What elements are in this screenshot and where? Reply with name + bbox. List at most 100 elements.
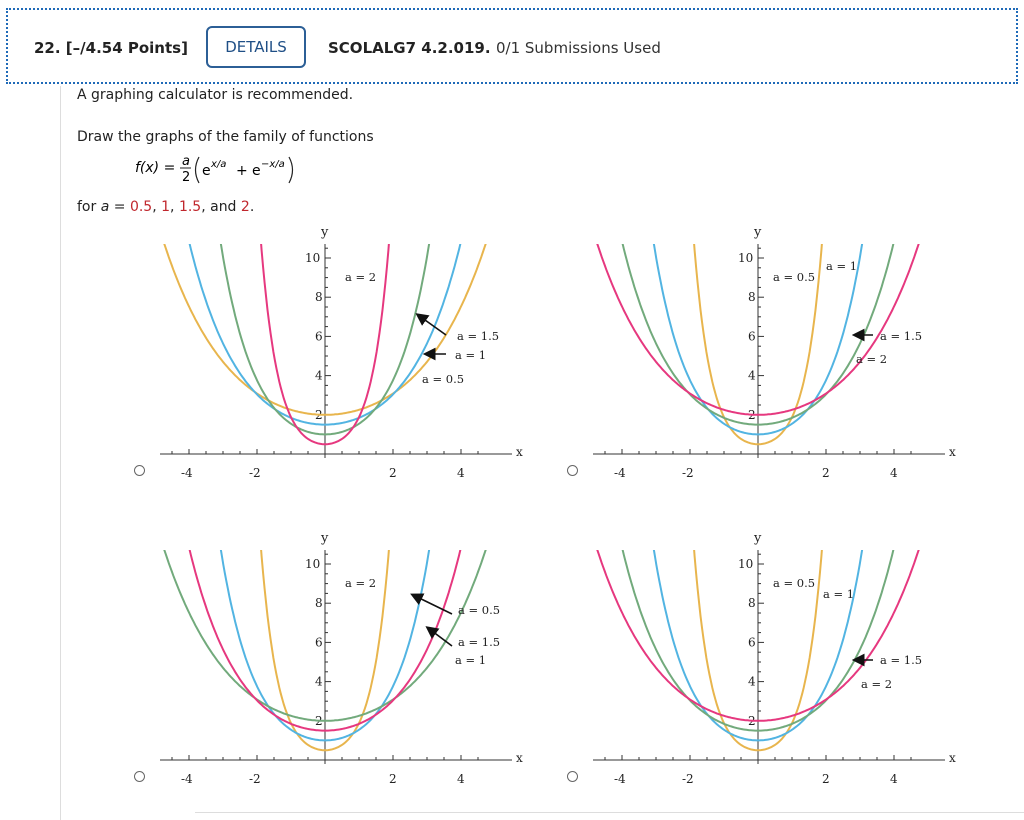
formula-exponent2: −x/a: [261, 159, 285, 170]
value-a-1-5: 1.5: [178, 199, 202, 215]
series-line-a-0-5: [188, 550, 462, 732]
x-tick-label: 2: [389, 772, 397, 786]
option-radio-bottom-right[interactable]: [567, 771, 578, 782]
value-a-2: 2: [240, 199, 250, 215]
x-tick-label: 4: [457, 772, 465, 786]
calculator-note: A graphing calculator is recommended.: [77, 87, 354, 103]
curve-label: a = 1: [455, 653, 486, 667]
label-arrow: [425, 626, 453, 647]
x-tick-label: 4: [457, 466, 465, 480]
y-tick-label: 8: [315, 596, 323, 610]
curve-label: a = 2: [861, 677, 892, 691]
series-line-a-2: [693, 244, 823, 446]
curve-label: a = 0.5: [773, 270, 815, 284]
y-tick-label: 4: [315, 675, 323, 689]
x-tick-label: -4: [614, 772, 626, 786]
formula-fraction-numerator: a: [182, 154, 190, 169]
series-line-a-0-5: [596, 244, 920, 416]
series-line-a-2: [260, 550, 390, 752]
x-tick-label: -2: [682, 772, 694, 786]
option-radio-top-left[interactable]: [134, 465, 145, 476]
y-tick-label: 6: [315, 635, 323, 649]
x-tick-label: -2: [249, 772, 261, 786]
curve-label: a = 1.5: [880, 653, 922, 667]
curve-label: a = 2: [345, 576, 376, 590]
question-number-points: 22. [–/4.54 Points]: [34, 39, 188, 57]
x-axis-label: x: [949, 445, 956, 459]
curve-label: a = 1.5: [457, 329, 499, 343]
period: .: [249, 199, 255, 215]
series-line-a-0-5: [596, 550, 920, 722]
formula-plus: +: [236, 163, 248, 179]
curve-label: a = 1: [826, 259, 857, 273]
option-radio-bottom-left[interactable]: [134, 771, 145, 782]
content-bottom-rule: [195, 812, 1024, 813]
formula-left-paren: [194, 156, 200, 184]
y-tick-label: 10: [305, 251, 320, 265]
y-tick-label: 4: [748, 675, 756, 689]
content-left-rule: [60, 86, 61, 820]
parameter-values: for a = 0.5, 1, 1.5, and 2.: [77, 199, 254, 215]
x-tick-label: -4: [614, 466, 626, 480]
x-tick-label: -4: [181, 772, 193, 786]
y-tick-label: 10: [738, 251, 753, 265]
x-axis-label: x: [516, 751, 523, 765]
y-tick-label: 8: [315, 290, 323, 304]
series-line-a-0-5: [260, 244, 390, 446]
formula-fraction-denominator: 2: [182, 170, 190, 185]
y-axis-label: y: [320, 531, 329, 546]
x-tick-label: 2: [822, 772, 830, 786]
y-tick-label: 8: [748, 596, 756, 610]
series-line-a-1: [219, 244, 431, 436]
y-tick-label: 6: [748, 635, 756, 649]
label-arrow: [410, 593, 453, 615]
question-code: SCOLALG7 4.2.019.: [328, 39, 491, 57]
x-tick-label: 2: [389, 466, 397, 480]
x-tick-label: 4: [890, 466, 898, 480]
y-tick-label: 6: [748, 329, 756, 343]
label-arrow: [415, 313, 447, 336]
series-line-a-1-5: [219, 550, 431, 742]
series-line-a-1-5: [652, 550, 864, 742]
formula-lhs: f(x) =: [135, 160, 175, 176]
x-tick-label: -4: [181, 466, 193, 480]
y-tick-label: 4: [315, 369, 323, 383]
y-tick-label: 8: [748, 290, 756, 304]
question-header: 22. [–/4.54 Points] DETAILS SCOLALG7 4.2…: [6, 8, 1018, 84]
series-line-a-1: [621, 244, 895, 426]
curve-label: a = 1.5: [458, 635, 500, 649]
y-axis-label: y: [753, 531, 762, 546]
x-tick-label: -2: [249, 466, 261, 480]
y-tick-label: 10: [738, 557, 753, 571]
value-sep-3: ,: [201, 199, 211, 215]
curve-label: a = 0.5: [773, 576, 815, 590]
x-tick-label: 2: [822, 466, 830, 480]
series-line-a-2: [163, 244, 487, 416]
series-line-a-1: [621, 550, 895, 732]
series-line-a-1-5: [188, 244, 462, 426]
submissions-used: 0/1 Submissions Used: [496, 39, 661, 57]
curve-label: a = 2: [345, 270, 376, 284]
formula-svg: f(x) = a 2 e x/a + e −x/a: [135, 154, 294, 185]
for-prefix: for: [77, 199, 101, 215]
and-text: and: [210, 199, 237, 215]
for-variable: a: [100, 199, 110, 215]
curve-label: a = 1.5: [880, 329, 922, 343]
curve-label: a = 1: [823, 587, 854, 601]
x-tick-label: 4: [890, 772, 898, 786]
x-axis-label: x: [516, 445, 523, 459]
curve-label: a = 0.5: [422, 372, 464, 386]
formula-term1: e: [202, 163, 211, 179]
series-line-a-1-5: [652, 244, 864, 436]
details-button[interactable]: DETAILS: [206, 26, 306, 68]
value-sep-1: ,: [152, 199, 162, 215]
option-radio-top-right[interactable]: [567, 465, 578, 476]
value-a-1: 1: [161, 199, 171, 215]
y-tick-label: 6: [315, 329, 323, 343]
curve-label: a = 1: [455, 348, 486, 362]
question-prompt: Draw the graphs of the family of functio…: [77, 129, 374, 145]
formula-exponent1: x/a: [210, 159, 226, 170]
